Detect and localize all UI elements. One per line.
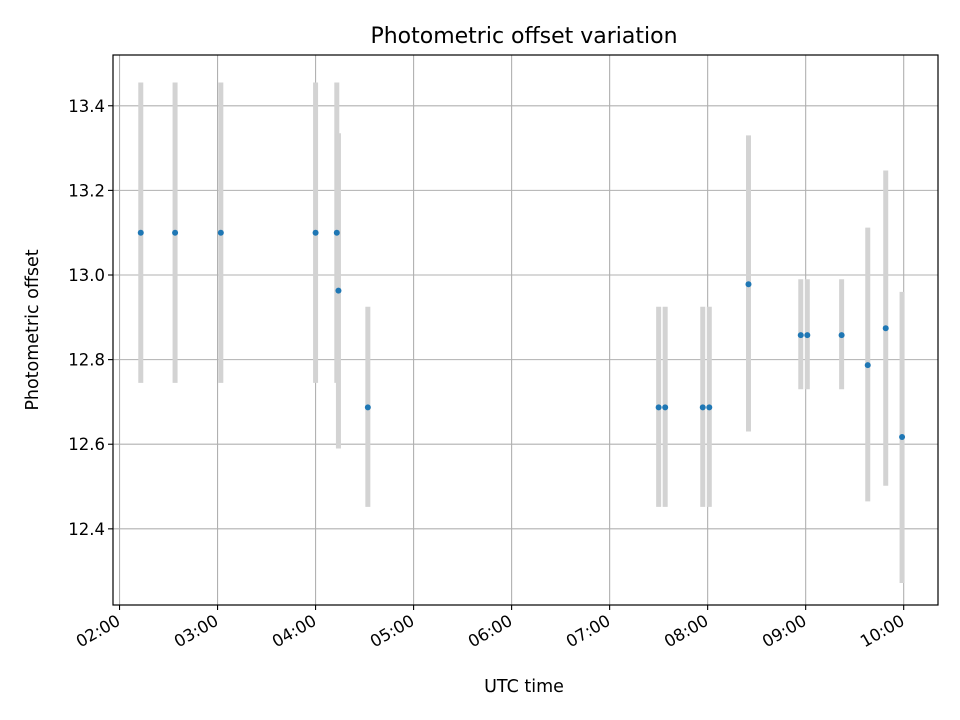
y-tick-label: 12.4 [68, 520, 105, 539]
y-tick-label: 13.4 [68, 97, 105, 116]
x-axis-label: UTC time [484, 677, 564, 697]
chart-title: Photometric offset variation [370, 24, 677, 49]
data-point [335, 287, 342, 294]
data-point [797, 332, 804, 339]
y-axis-label: Photometric offset [23, 249, 43, 410]
data-point [804, 332, 811, 339]
plot-area-frame [112, 54, 939, 606]
data-points [137, 229, 906, 441]
y-axis-ticks: 12.4 12.6 12.8 13.0 13.2 13.4 [68, 97, 113, 539]
data-point [364, 404, 371, 411]
data-point [706, 404, 713, 411]
data-point [882, 325, 889, 332]
y-tick-label: 13.2 [68, 181, 105, 200]
data-point [137, 229, 144, 236]
data-point [662, 404, 669, 411]
data-point [745, 281, 752, 288]
data-point [899, 434, 906, 441]
y-tick-label: 12.6 [68, 435, 105, 454]
data-point [172, 229, 179, 236]
data-point [333, 229, 340, 236]
data-point [864, 362, 871, 369]
data-point [312, 229, 319, 236]
data-point [699, 404, 706, 411]
data-point [655, 404, 662, 411]
data-point [838, 332, 845, 339]
data-point [217, 229, 224, 236]
y-tick-label: 12.8 [68, 351, 105, 370]
y-tick-label: 13.0 [68, 266, 105, 285]
